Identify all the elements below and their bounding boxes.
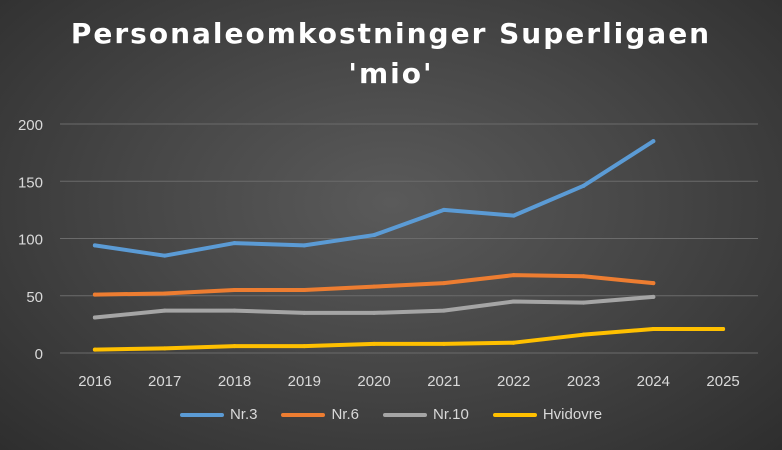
y-tick-label: 200: [18, 117, 43, 134]
chart-legend: Nr.3 Nr.6 Nr.10 Hvidovre: [0, 406, 782, 423]
series-line-hvidovre: [92, 326, 726, 352]
data-point: [511, 299, 516, 304]
data-point: [372, 284, 377, 289]
x-tick-label: 2019: [288, 373, 321, 390]
data-point: [302, 310, 307, 315]
x-tick-label: 2018: [218, 373, 251, 390]
y-tick-label: 150: [18, 174, 43, 191]
legend-swatch: [179, 412, 224, 417]
legend-label: Nr.10: [432, 406, 469, 423]
data-point: [232, 344, 237, 349]
x-tick-label: 2022: [497, 373, 530, 390]
data-point: [302, 288, 307, 293]
data-point: [441, 308, 446, 313]
legend-label: Nr.3: [229, 406, 258, 423]
data-point: [162, 346, 167, 351]
data-point: [581, 183, 586, 188]
y-tick-label: 0: [35, 346, 43, 363]
data-point: [372, 233, 377, 238]
x-tick-label: 2024: [637, 373, 670, 390]
data-point: [162, 308, 167, 313]
data-point: [441, 341, 446, 346]
data-point: [651, 294, 656, 299]
x-tick-label: 2017: [148, 373, 181, 390]
data-point: [162, 253, 167, 258]
data-point: [92, 347, 97, 352]
legend-item: Nr.6: [281, 406, 359, 423]
data-point: [651, 139, 656, 144]
x-tick-label: 2023: [567, 373, 600, 390]
data-point: [92, 292, 97, 297]
legend-label: Nr.6: [331, 406, 359, 423]
data-point: [372, 341, 377, 346]
data-point: [581, 274, 586, 279]
data-point: [302, 344, 307, 349]
chart-title-line-1: Personaleomkostninger Superligaen: [70, 17, 712, 50]
data-point: [302, 243, 307, 248]
data-point: [721, 326, 726, 331]
x-tick-label: 2021: [427, 373, 460, 390]
x-tick-label: 2016: [78, 373, 111, 390]
y-tick-label: 100: [18, 232, 43, 249]
data-point: [232, 308, 237, 313]
data-point: [441, 281, 446, 286]
data-point: [511, 273, 516, 278]
chart-title: Personaleomkostninger Superligaen 'mio': [0, 14, 782, 94]
data-point: [162, 291, 167, 296]
data-point: [581, 332, 586, 337]
chart-title-line-2: 'mio': [348, 57, 434, 90]
legend-item: Nr.3: [179, 406, 258, 423]
data-point: [92, 315, 97, 320]
legend-label: Hvidovre: [542, 406, 603, 423]
data-point: [441, 207, 446, 212]
legend-item: Hvidovre: [492, 406, 603, 423]
legend-item: Nr.10: [382, 406, 469, 423]
legend-swatch: [382, 412, 427, 417]
data-point: [232, 288, 237, 293]
legend-swatch: [281, 412, 326, 417]
data-point: [372, 310, 377, 315]
data-point: [232, 241, 237, 246]
legend-swatch: [492, 412, 537, 417]
data-point: [92, 243, 97, 248]
y-tick-label: 50: [26, 289, 43, 306]
data-point: [511, 340, 516, 345]
x-tick-label: 2025: [706, 373, 739, 390]
data-point: [651, 281, 656, 286]
data-point: [651, 326, 656, 331]
data-point: [511, 213, 516, 218]
x-tick-label: 2020: [357, 373, 390, 390]
data-point: [581, 300, 586, 305]
